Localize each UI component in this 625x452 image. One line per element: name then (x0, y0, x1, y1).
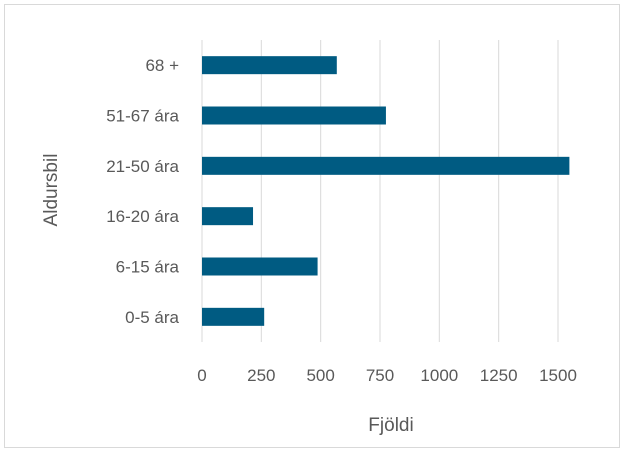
category-label: 6-15 ára (116, 258, 180, 277)
category-labels: 0-5 ára 6-15 ára 16-20 ára 21-50 ára 51-67 á… (106, 56, 179, 327)
category-label: 51-67 ára (106, 107, 179, 126)
x-tick-label: 1250 (480, 366, 518, 385)
x-tick-label: 1000 (420, 366, 458, 385)
category-label: 16-20 ára (106, 207, 179, 226)
bar (202, 257, 318, 276)
value-tick-labels: 0 250 500 750 1000 1250 1500 (197, 366, 577, 385)
category-label: 68 + (145, 56, 179, 75)
category-label: 0-5 ára (125, 308, 179, 327)
x-axis-title: Fjöldi (368, 415, 413, 436)
bar (202, 207, 254, 226)
bar (202, 307, 265, 326)
y-axis-title: Aldursbil (41, 154, 62, 227)
x-tick-label: 0 (197, 366, 206, 385)
category-label: 21-50 ára (106, 157, 179, 176)
bars (202, 56, 570, 326)
chart-frame (4, 4, 620, 448)
x-tick-label: 500 (306, 366, 334, 385)
x-tick-label: 250 (247, 366, 275, 385)
gridlines (201, 40, 559, 342)
bar (202, 56, 337, 75)
bar (202, 106, 386, 125)
bar (202, 156, 570, 175)
x-tick-label: 1500 (539, 366, 577, 385)
x-tick-label: 750 (366, 366, 394, 385)
